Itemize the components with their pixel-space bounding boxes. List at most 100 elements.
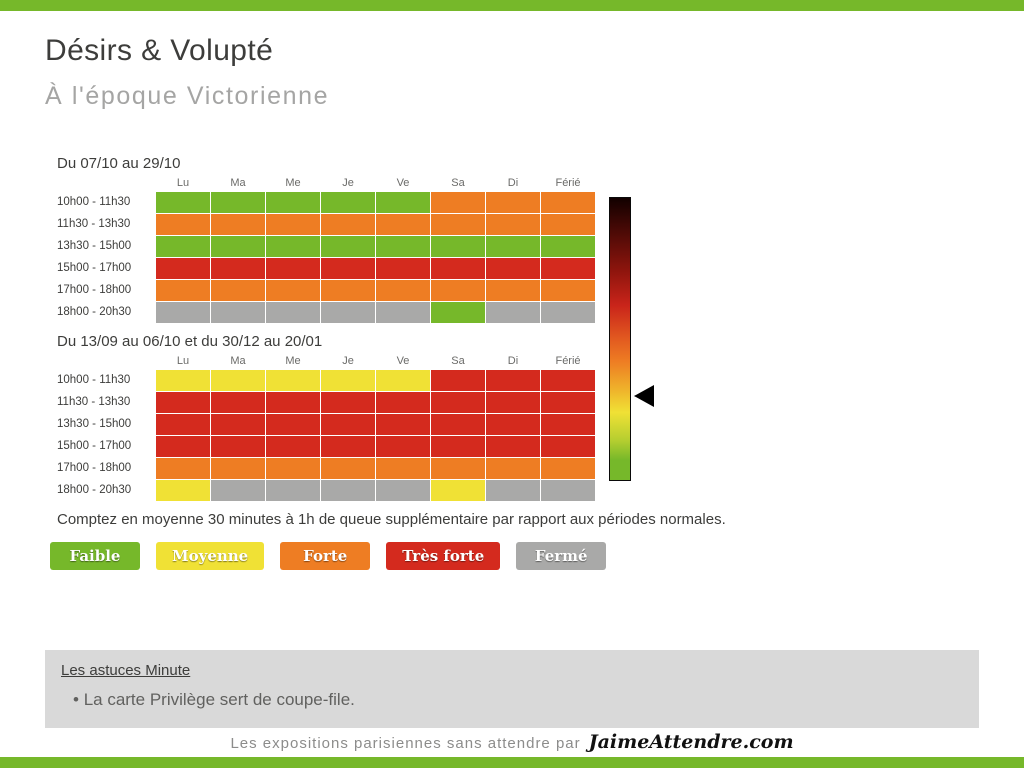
- heatmap-cell: [211, 480, 265, 501]
- heatmap-cell: [321, 236, 375, 257]
- legend-chip-tres_forte: Très forte: [386, 542, 501, 570]
- column-header: Lu: [176, 177, 190, 189]
- heatmap-cell: [376, 436, 430, 457]
- legend: Faible Moyenne Forte Très forte Fermé: [50, 542, 979, 570]
- heatmap-cell: [266, 392, 320, 413]
- queue-note: Comptez en moyenne 30 minutes à 1h de qu…: [57, 511, 726, 528]
- heatmap-cell: [376, 236, 430, 257]
- column-header: Je: [342, 177, 354, 189]
- column-header: Je: [342, 355, 354, 367]
- row-label: 10h00 - 11h30: [57, 196, 131, 208]
- heatmap-cell: [431, 458, 485, 479]
- footer: Les expositions parisiennes sans attendr…: [0, 731, 1024, 753]
- heatmap-cell: [541, 392, 595, 413]
- heatmap-cell: [321, 302, 375, 323]
- heatmap-cell: [431, 392, 485, 413]
- heatmap-cell: [541, 414, 595, 435]
- heatmap-period-title: Du 07/10 au 29/10: [57, 155, 181, 172]
- heatmap-cell: [541, 302, 595, 323]
- heatmap-cell: [486, 458, 540, 479]
- row-label: 15h00 - 17h00: [57, 262, 132, 274]
- heatmap-cell: [211, 214, 265, 235]
- heatmap-cell: [541, 258, 595, 279]
- heatmap-cell: [156, 236, 210, 257]
- heatmap-cell: [541, 458, 595, 479]
- column-header: Ma: [230, 355, 246, 367]
- heatmap-period-title: Du 13/09 au 06/10 et du 30/12 au 20/01: [57, 333, 323, 350]
- heatmap-cell: [266, 236, 320, 257]
- row-label: 17h00 - 18h00: [57, 462, 132, 474]
- column-header: Me: [285, 355, 301, 367]
- heatmap-cell: [486, 414, 540, 435]
- heatmap-cell: [211, 236, 265, 257]
- row-label: 13h30 - 15h00: [57, 418, 132, 430]
- top-accent-bar: [0, 0, 1024, 11]
- heatmap-cell: [266, 436, 320, 457]
- heatmap-cell: [486, 436, 540, 457]
- main-content: Désirs & Volupté À l'époque Victorienne …: [45, 34, 979, 570]
- heatmap-cell: [541, 236, 595, 257]
- column-header: Me: [285, 177, 301, 189]
- heatmap-cell: [156, 392, 210, 413]
- heatmap-cell: [266, 280, 320, 301]
- heatmap-cell: [266, 414, 320, 435]
- heatmap-cell: [486, 280, 540, 301]
- heatmap-cell: [321, 458, 375, 479]
- heatmap-cell: [321, 392, 375, 413]
- column-header: Di: [507, 177, 519, 189]
- heatmap-cell: [321, 414, 375, 435]
- heatmap-cell: [321, 370, 375, 391]
- heatmap-cell: [376, 214, 430, 235]
- heatmap-cell: [541, 480, 595, 501]
- column-header: Ve: [396, 177, 410, 189]
- heatmap-cell: [266, 214, 320, 235]
- heatmap-cell: [211, 192, 265, 213]
- column-header: Di: [507, 355, 519, 367]
- heatmap-cell: [376, 392, 430, 413]
- legend-chip-moyenne: Moyenne: [156, 542, 265, 570]
- footer-brand-link[interactable]: JaimeAttendre.com: [588, 731, 794, 753]
- heatmap-cell: [376, 280, 430, 301]
- heatmap-cell: [156, 480, 210, 501]
- bottom-accent-bar: [0, 757, 1024, 768]
- heatmap-cell: [486, 258, 540, 279]
- heatmap-cell: [486, 480, 540, 501]
- row-label: 13h30 - 15h00: [57, 240, 132, 252]
- heatmap-cell: [321, 258, 375, 279]
- heatmap-cell: [541, 436, 595, 457]
- heatmap-cell: [376, 192, 430, 213]
- footer-text: Les expositions parisiennes sans attendr…: [230, 735, 581, 752]
- heatmap-cell: [211, 458, 265, 479]
- heatmap-cell: [321, 192, 375, 213]
- legend-chip-forte: Forte: [280, 542, 371, 570]
- heatmap-cell: [321, 280, 375, 301]
- tips-list: La carte Privilège sert de coupe-file.: [73, 690, 963, 710]
- heatmap-cell: [156, 302, 210, 323]
- heatmap-cell: [486, 302, 540, 323]
- column-header: Sa: [451, 177, 465, 189]
- tip-item: La carte Privilège sert de coupe-file.: [73, 690, 963, 710]
- heatmap-cell: [211, 370, 265, 391]
- heatmap-cell: [541, 370, 595, 391]
- heatmap-cell: [211, 436, 265, 457]
- heatmap-cell: [431, 370, 485, 391]
- heatmap-corner: [57, 176, 155, 191]
- row-label: 15h00 - 17h00: [57, 440, 132, 452]
- heatmap-cell: [431, 280, 485, 301]
- row-label: 11h30 - 13h30: [57, 396, 131, 408]
- heatmap-cell: [156, 458, 210, 479]
- column-header: Ma: [230, 177, 246, 189]
- column-header: Ve: [396, 355, 410, 367]
- row-label: 17h00 - 18h00: [57, 284, 132, 296]
- heatmap-cell: [376, 258, 430, 279]
- column-header: Férié: [555, 355, 581, 367]
- heatmap-cell: [431, 258, 485, 279]
- heatmap-cell: [541, 192, 595, 213]
- heatmap-cell: [211, 280, 265, 301]
- heatmap-section: Du 13/09 au 06/10 et du 30/12 au 20/01 Lu…: [57, 333, 979, 501]
- heatmap-cell: [486, 214, 540, 235]
- row-label: 10h00 - 11h30: [57, 374, 131, 386]
- heatmap-cell: [266, 192, 320, 213]
- heatmap-cell: [431, 214, 485, 235]
- heatmap-cell: [431, 192, 485, 213]
